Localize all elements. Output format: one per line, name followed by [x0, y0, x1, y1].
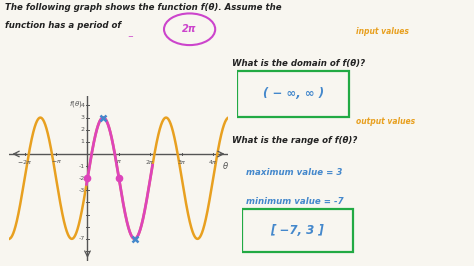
Text: What is the domain of f(θ)?: What is the domain of f(θ)? — [232, 59, 365, 68]
Text: 4: 4 — [81, 103, 84, 108]
Text: $-2\pi$: $-2\pi$ — [17, 158, 32, 166]
Text: 2π: 2π — [182, 24, 197, 34]
Text: -7: -7 — [78, 236, 84, 241]
FancyBboxPatch shape — [237, 71, 349, 117]
Text: 3: 3 — [81, 115, 84, 120]
Text: minimum value = -7: minimum value = -7 — [246, 197, 344, 206]
Text: [ −7, 3 ]: [ −7, 3 ] — [271, 224, 324, 236]
Text: output values: output values — [356, 117, 415, 126]
Text: ( − ∞, ∞ ): ( − ∞, ∞ ) — [263, 87, 324, 99]
Text: 2: 2 — [81, 127, 84, 132]
Text: What is the range of f(θ)?: What is the range of f(θ)? — [232, 136, 358, 145]
Text: -2: -2 — [78, 176, 84, 181]
Text: $-\pi$: $-\pi$ — [51, 158, 62, 165]
Text: $2\pi$: $2\pi$ — [146, 158, 155, 166]
Text: maximum value = 3: maximum value = 3 — [246, 168, 343, 177]
Text: -3: -3 — [78, 188, 84, 193]
Text: 1: 1 — [81, 139, 84, 144]
Text: $4\pi$: $4\pi$ — [208, 158, 218, 166]
Text: The following graph shows the function f(θ). Assume the: The following graph shows the function f… — [5, 3, 282, 12]
Text: input values: input values — [356, 27, 409, 36]
Text: $\pi$: $\pi$ — [116, 158, 122, 165]
Text: function has a period of: function has a period of — [5, 21, 121, 30]
Text: -1: -1 — [78, 164, 84, 169]
Text: $3\pi$: $3\pi$ — [177, 158, 187, 166]
Text: $f(\theta)$: $f(\theta)$ — [69, 99, 82, 109]
FancyBboxPatch shape — [242, 209, 353, 252]
Text: $\theta$: $\theta$ — [222, 160, 229, 171]
